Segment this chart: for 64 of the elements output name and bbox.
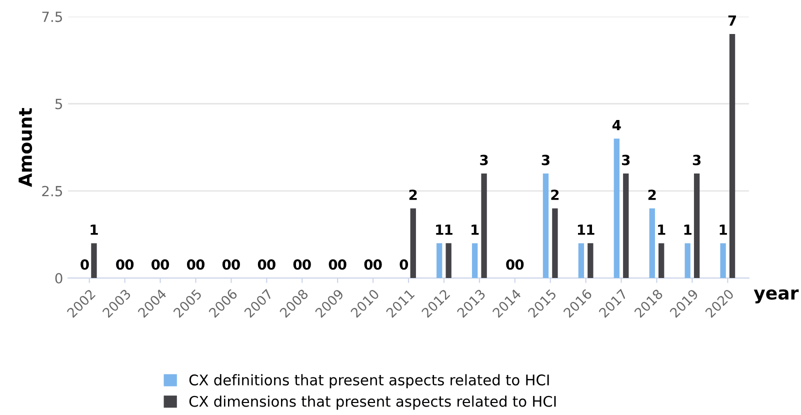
bar [542, 173, 549, 278]
data-label: 0 [116, 259, 124, 270]
data-label: 1 [436, 224, 444, 235]
data-label: 2 [648, 190, 656, 200]
data-label: 1 [472, 224, 479, 235]
data-label: 3 [542, 154, 550, 166]
data-label: 3 [692, 154, 701, 166]
data-label: 1 [658, 224, 666, 235]
bar [446, 243, 452, 278]
y-tick-label: 2.5 [42, 186, 62, 196]
data-label: 0 [125, 259, 134, 270]
data-label: 2 [551, 190, 559, 200]
data-label: 0 [160, 259, 170, 270]
bar [436, 243, 442, 278]
bar [91, 243, 97, 278]
bar [578, 243, 584, 278]
data-label: 3 [480, 154, 488, 166]
data-label: 0 [258, 259, 266, 270]
y-tick-label: 0 [55, 273, 62, 284]
legend-label: CX definitions that present aspects related to HCI [189, 374, 549, 388]
data-label: 0 [152, 259, 160, 270]
data-label: 0 [328, 259, 338, 270]
bar [729, 34, 736, 278]
data-label: 0 [302, 259, 311, 270]
x-axis-title: year [754, 289, 799, 304]
data-label: 0 [338, 259, 346, 270]
y-tick-label: 7.5 [42, 12, 62, 22]
data-label: 0 [400, 259, 408, 270]
data-label: 1 [578, 224, 586, 235]
data-label: 0 [232, 259, 240, 270]
data-label: 1 [445, 224, 452, 235]
y-axis-title: Amount [18, 108, 32, 187]
bar [684, 243, 690, 278]
data-label: 0 [293, 259, 302, 270]
data-label: 4 [612, 120, 621, 130]
data-label: 1 [90, 224, 98, 235]
data-label: 1 [587, 224, 594, 235]
data-label: 0 [186, 259, 196, 270]
data-label: 0 [506, 259, 514, 270]
bar [552, 208, 558, 278]
bar [658, 243, 664, 278]
data-label: 3 [622, 154, 630, 166]
data-label: 2 [409, 190, 417, 200]
data-label: 0 [373, 259, 382, 270]
bar [410, 208, 416, 278]
data-label: 0 [196, 259, 205, 270]
bar [649, 208, 655, 278]
data-label: 0 [364, 259, 373, 270]
y-tick-label: 5 [55, 98, 62, 110]
data-label: 0 [80, 259, 89, 270]
data-label: 1 [684, 224, 692, 235]
bar [720, 243, 726, 278]
data-label: 0 [515, 259, 524, 270]
data-label: 1 [720, 224, 727, 235]
bar [623, 173, 629, 278]
bar [481, 173, 487, 278]
data-label: 0 [222, 259, 231, 270]
data-label: 7 [728, 15, 736, 26]
legend-label: CX dimensions that present aspects related to HCI [189, 396, 556, 410]
data-label: 0 [267, 259, 276, 270]
bar [472, 243, 478, 278]
bar [614, 138, 620, 278]
bar [694, 173, 700, 278]
bar [588, 243, 594, 278]
